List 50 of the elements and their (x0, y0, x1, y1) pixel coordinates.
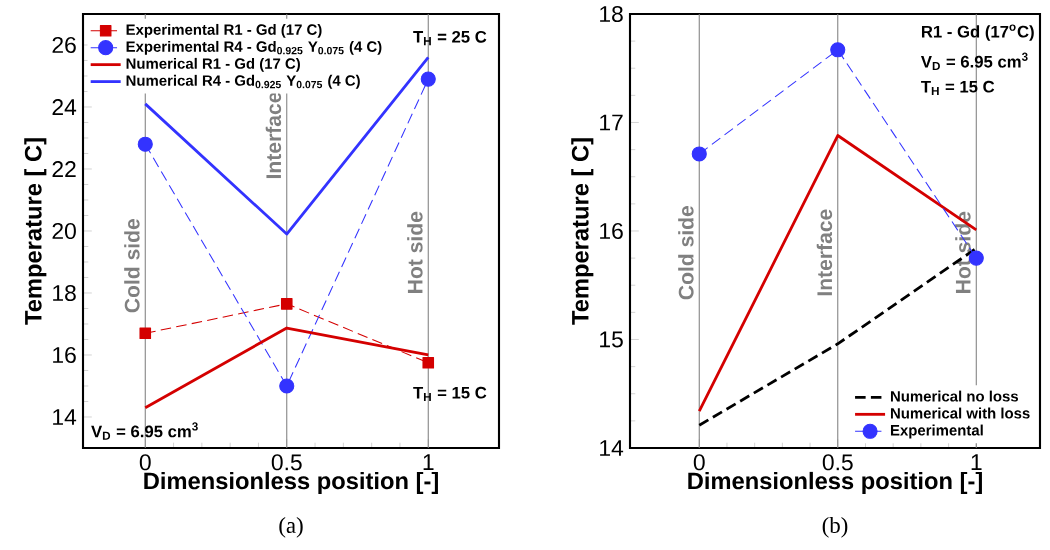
y-axis-title: Temperature [ C] (24, 138, 47, 325)
legend-label: Experimental R1 - Gd (17 C) (126, 23, 322, 38)
y-tick-label: 18 (600, 5, 623, 23)
legend-label: Numerical R4 - Gd$_{0.925}$ Y$_{0.075}$ (4 C) (126, 74, 360, 89)
y-tick-label: 22 (52, 161, 76, 177)
text: (a) (279, 516, 303, 538)
annotation: V$_{D}$ = 6.95 cm$^{3}$ (91, 422, 198, 440)
legend-label: Experimental R4 - Gd$_{0.925}$ Y$_{0.075}$ (4 C) (126, 40, 382, 55)
point (280, 298, 293, 310)
y-tick-label: 16 (53, 346, 76, 364)
annotation: V$_{D}$ = 6.95 cm$^{3}$ (920, 52, 1028, 71)
x-tick-label: 0.5 (271, 454, 302, 471)
x-tick-label: 0 (139, 454, 151, 471)
annotation: T$_{H}$ = 15 C (921, 80, 995, 96)
y-tick-label: 24 (52, 99, 77, 115)
annotation: T$_{H}$ = 15 C (413, 386, 487, 401)
y-tick-label: 18 (53, 284, 76, 302)
point (137, 136, 153, 152)
legend-label: Experimental (890, 424, 983, 439)
y-tick-label: 17 (600, 114, 623, 131)
x-tick-label: 0 (693, 454, 705, 471)
ref-line-label: Hot side (407, 211, 423, 293)
point (422, 356, 435, 369)
y-axis-title: Temperature [ C] (571, 138, 594, 325)
y-tick-label: 14 (600, 440, 624, 456)
ref-line-label: Cold side (124, 219, 140, 313)
x-tick-label: 0.5 (822, 454, 853, 471)
point (691, 146, 707, 162)
y-tick-label: 15 (600, 331, 623, 348)
legend-label: Numerical with loss (890, 407, 1030, 419)
ref-line-label: Interface (816, 209, 833, 296)
y-tick-label: 20 (52, 222, 76, 240)
ref-line-label: Interface (265, 92, 282, 179)
y-tick-label: 16 (600, 222, 623, 240)
x-axis-title: Dimensionless position [-] (688, 471, 982, 495)
point (420, 71, 436, 87)
y-tick-label: 26 (52, 36, 76, 54)
y-tick-label: 14 (53, 409, 77, 425)
x-tick-label: 1 (971, 454, 982, 470)
legend-label: Numerical no loss (890, 390, 1019, 402)
annotation: T$_{H}$ = 25 C (413, 30, 487, 46)
legend-label: Numerical R1 - Gd (17 C) (126, 57, 300, 72)
point (139, 327, 152, 340)
point (830, 42, 846, 58)
ref-line-label: Cold side (678, 205, 694, 300)
x-axis-title: Dimensionless position [-] (144, 471, 438, 495)
text: (b) (822, 516, 848, 538)
annotation: R1 - Gd (17$^{o}$C) (921, 24, 1034, 41)
x-tick-label: 1 (423, 454, 434, 470)
point (279, 378, 295, 394)
